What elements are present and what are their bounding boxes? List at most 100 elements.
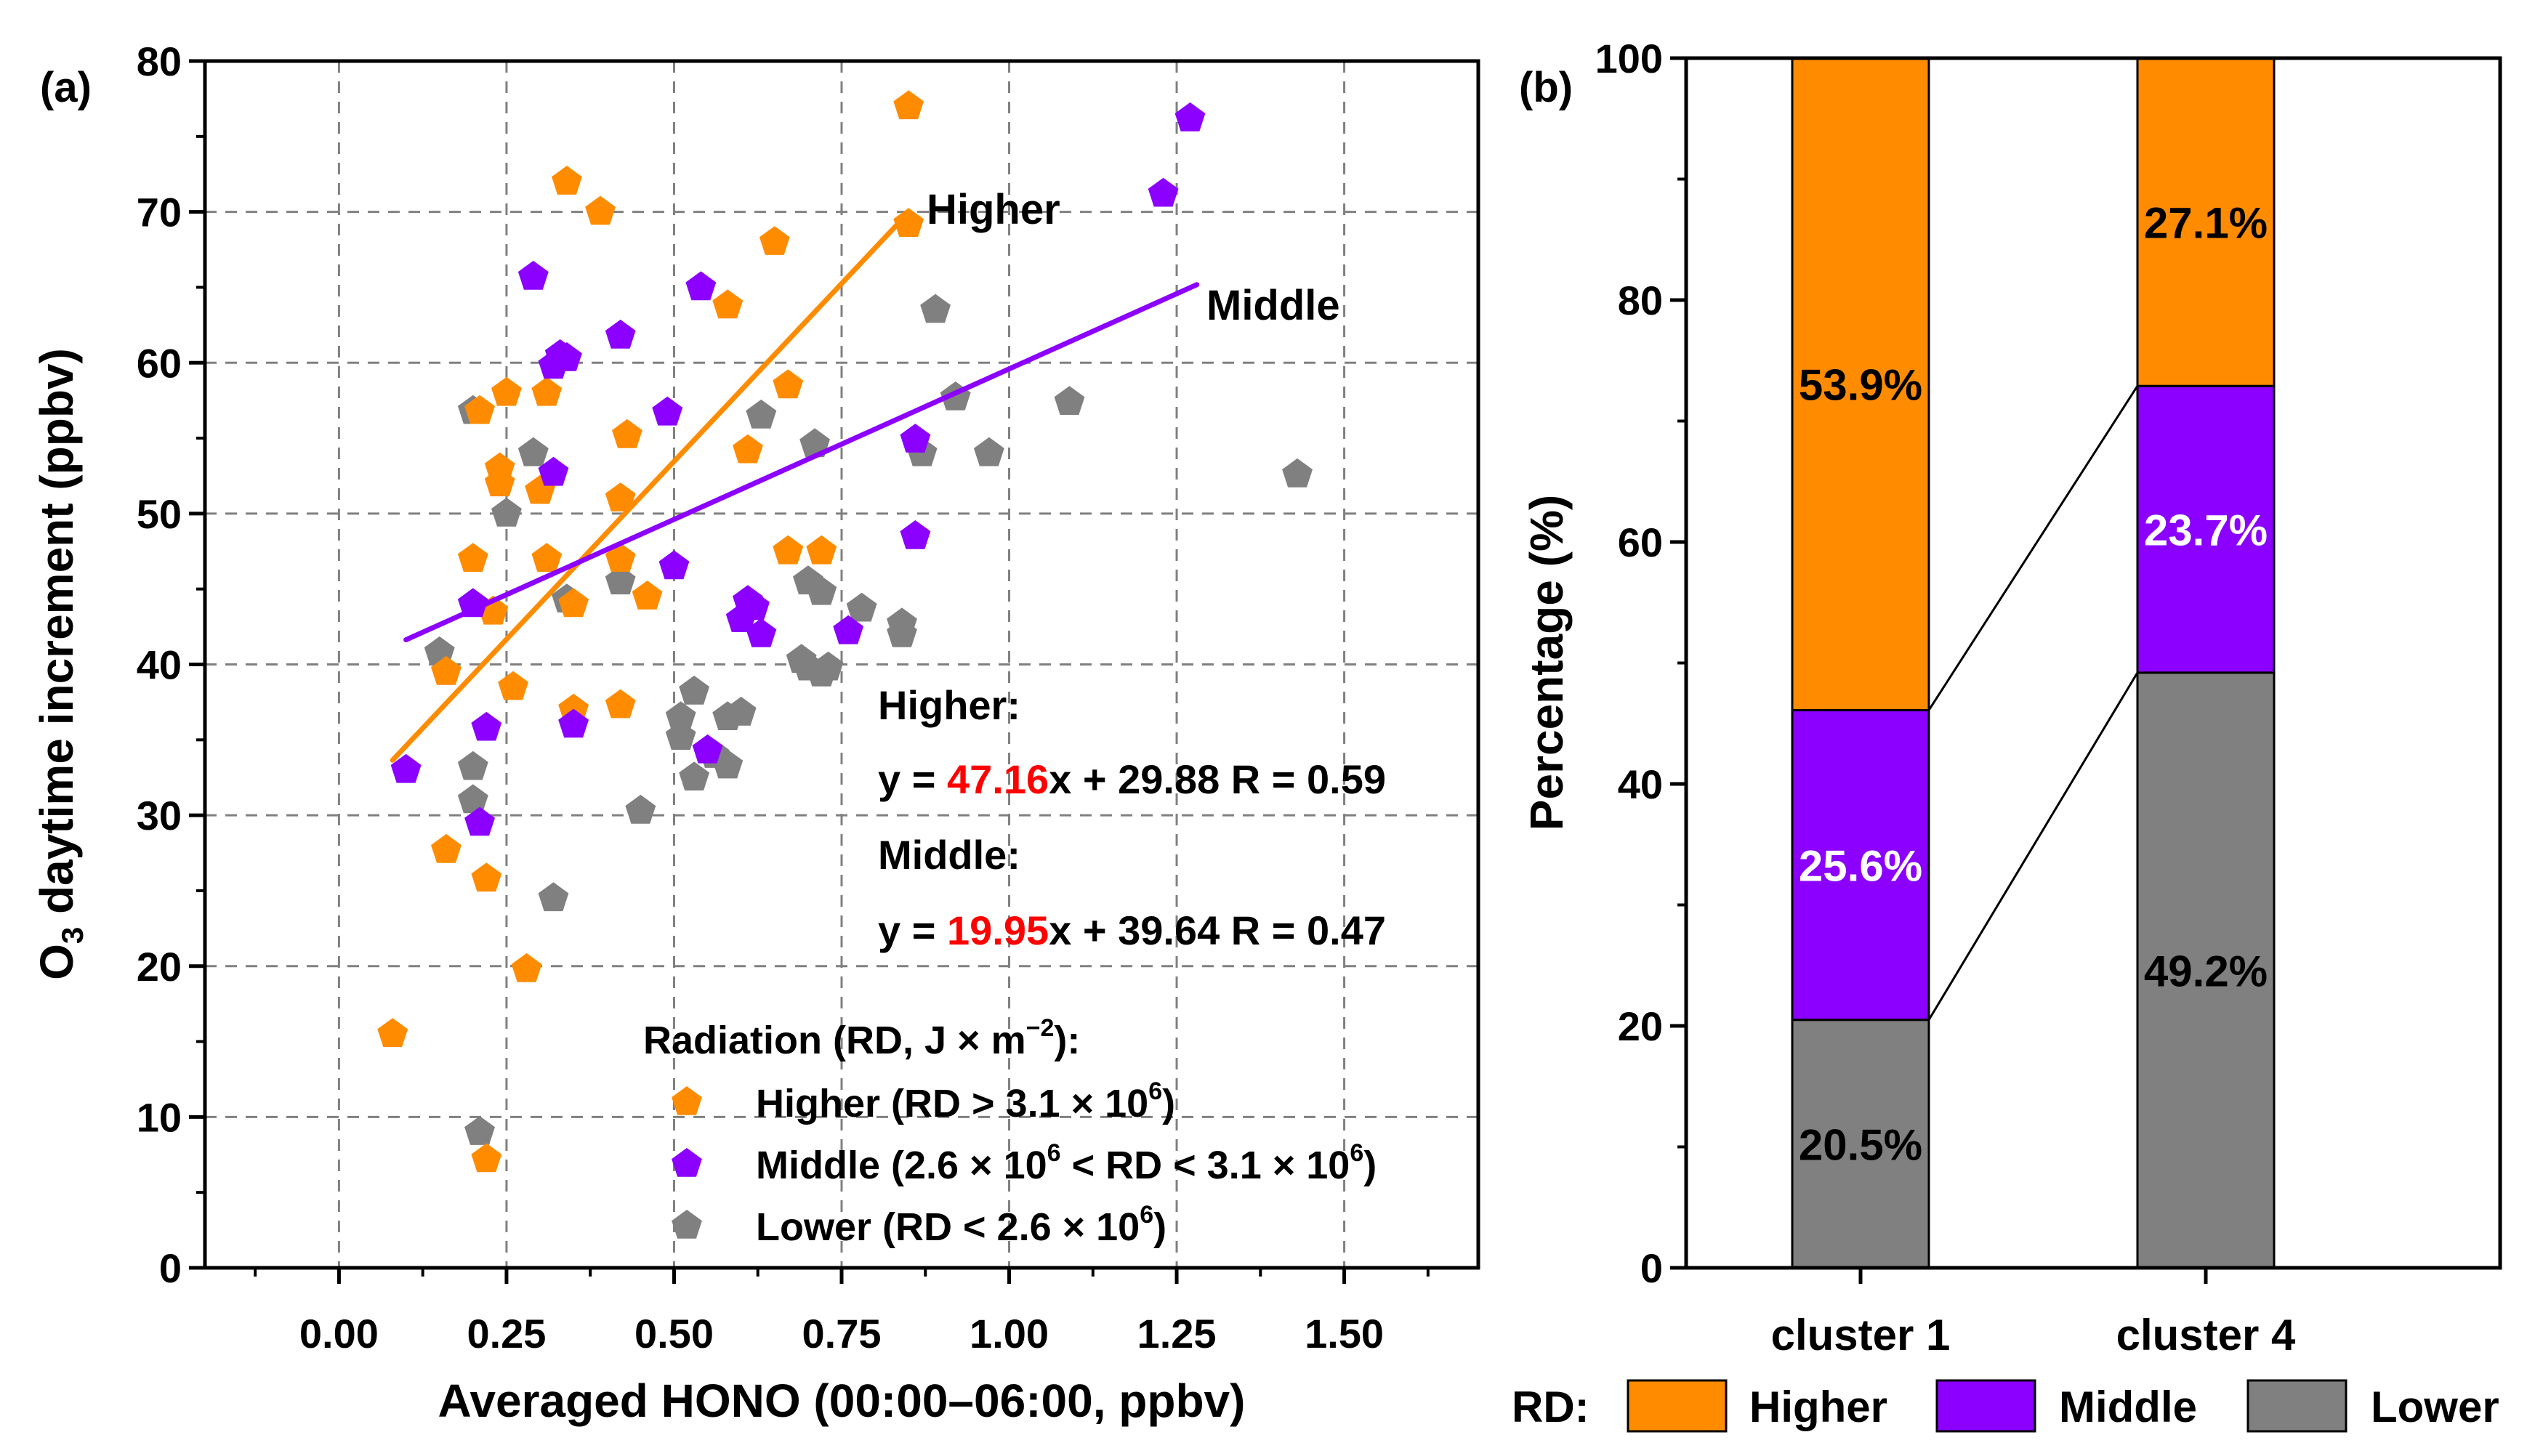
point-middle: [390, 753, 422, 783]
point-lower: [746, 399, 777, 429]
bar-y-tick-label: 80: [1618, 278, 1663, 323]
point-higher: [491, 376, 522, 406]
scatter-ticks: 0.00 0.25 0.50 0.75 1.00 1.25 1.50 0 10 20 30 40 50 6…: [137, 39, 1430, 1356]
point-lower: [806, 575, 837, 605]
point-middle: [605, 319, 636, 349]
point-lower: [605, 565, 636, 595]
category-label-cluster-4: cluster 4: [2116, 1311, 2296, 1359]
y-tick-label: 70: [137, 190, 182, 235]
bar-y-tick-label: 0: [1640, 1245, 1663, 1291]
x-axis-title: Averaged HONO (00:00–06:00, ppbv): [438, 1375, 1246, 1427]
point-higher: [498, 671, 529, 700]
point-middle: [900, 520, 931, 549]
legend-marker-higher: [672, 1086, 702, 1115]
bar-legend-title: RD:: [1512, 1383, 1589, 1431]
equation-higher: y = 47.16x + 29.88 R = 0.59: [878, 756, 1386, 802]
point-higher: [552, 166, 582, 195]
point-higher: [511, 953, 542, 982]
point-higher: [733, 434, 763, 464]
point-lower: [517, 437, 549, 466]
point-higher: [612, 418, 642, 448]
point-middle: [685, 271, 717, 301]
coef-middle: 19.95: [947, 907, 1049, 953]
bar-value-label: 49.2%: [2144, 947, 2268, 995]
bar-ticks: 0 20 40 60 80 100: [1595, 36, 2208, 1291]
point-lower: [679, 675, 710, 705]
bar-y-axis-title: Percentage (%): [1520, 495, 1573, 830]
y-tick-label: 40: [137, 642, 182, 688]
legend-marker-lower: [672, 1210, 702, 1239]
y-tick-label: 10: [137, 1094, 182, 1140]
y-tick-label: 50: [137, 491, 182, 537]
point-middle: [658, 550, 690, 580]
point-higher: [531, 376, 563, 406]
bar-value-label: 20.5%: [1799, 1120, 1922, 1169]
bar-y-tick-label: 100: [1595, 36, 1663, 81]
point-higher: [558, 588, 589, 618]
point-middle: [739, 591, 770, 620]
point-middle: [900, 424, 931, 453]
x-tick-label: 0.00: [299, 1311, 379, 1356]
bar-y-tick-label: 40: [1618, 761, 1663, 807]
y-tick-label: 0: [159, 1245, 182, 1291]
bar-connectors: [1927, 385, 2139, 1021]
point-middle: [833, 615, 864, 644]
point-higher: [531, 543, 563, 572]
bar-legend-lower: Lower: [2371, 1383, 2499, 1431]
fit-lines: [390, 209, 1200, 763]
point-lower: [1054, 386, 1085, 415]
point-lower: [464, 1116, 495, 1145]
point-higher: [806, 535, 837, 565]
x-tick-label: 0.25: [467, 1311, 546, 1356]
point-lower: [457, 784, 488, 814]
bar-value-label: 23.7%: [2144, 506, 2268, 555]
point-lower: [973, 437, 1004, 466]
point-higher: [632, 581, 663, 610]
bar-connector: [1927, 385, 2139, 711]
fit-label-higher: Higher: [927, 186, 1060, 233]
legend-swatch-middle: [1935, 1379, 2036, 1433]
fit-label-middle: Middle: [1206, 282, 1340, 329]
x-tick-label: 0.50: [634, 1311, 714, 1356]
point-higher: [773, 535, 804, 565]
point-lower: [813, 651, 844, 681]
point-higher: [893, 90, 924, 120]
bar-legend-higher: Higher: [1749, 1383, 1887, 1431]
point-middle: [538, 456, 569, 486]
stacked-bars: 20.5% 25.6% 53.9% 49.2% 23.7% 27.1%: [1791, 57, 2276, 1269]
bar-value-label: 53.9%: [1799, 361, 1922, 410]
y-tick-label: 20: [137, 944, 182, 990]
fit-line-middle: [403, 282, 1200, 643]
legend-title: Radiation (RD, J × m−2):: [643, 1014, 1080, 1062]
point-lower: [665, 701, 696, 730]
point-higher: [484, 467, 515, 497]
legend-entry-higher: Higher (RD > 3.1 × 106): [756, 1077, 1175, 1125]
point-middle: [471, 711, 502, 741]
bar-segment-middle: [1791, 708, 1930, 1022]
legend-entry-middle: Middle (2.6 × 106 < RD < 3.1 × 106): [756, 1139, 1377, 1187]
point-higher: [605, 482, 636, 511]
bar-legend-middle: Middle: [2059, 1383, 2197, 1431]
bar-value-label: 27.1%: [2144, 199, 2268, 248]
y-tick-label: 30: [137, 793, 182, 838]
point-lower: [846, 592, 877, 622]
y-tick-label: 80: [137, 39, 182, 84]
point-middle: [464, 806, 495, 836]
point-middle: [1148, 177, 1179, 207]
point-middle: [558, 708, 589, 738]
point-middle: [517, 260, 549, 290]
point-higher: [464, 395, 495, 424]
point-lower: [679, 761, 710, 790]
x-tick-label: 1.50: [1305, 1311, 1384, 1356]
point-middle: [652, 396, 683, 426]
point-higher: [773, 369, 804, 399]
point-higher: [471, 862, 502, 892]
point-lower: [491, 497, 522, 527]
point-higher: [457, 543, 488, 572]
y-axis-title: O3 daytime increment (ppbv): [31, 348, 89, 980]
point-middle: [457, 588, 488, 618]
legend-entry-lower: Lower (RD < 2.6 × 106): [756, 1201, 1166, 1249]
point-lower: [887, 618, 917, 647]
coef-higher: 47.16: [947, 756, 1049, 802]
